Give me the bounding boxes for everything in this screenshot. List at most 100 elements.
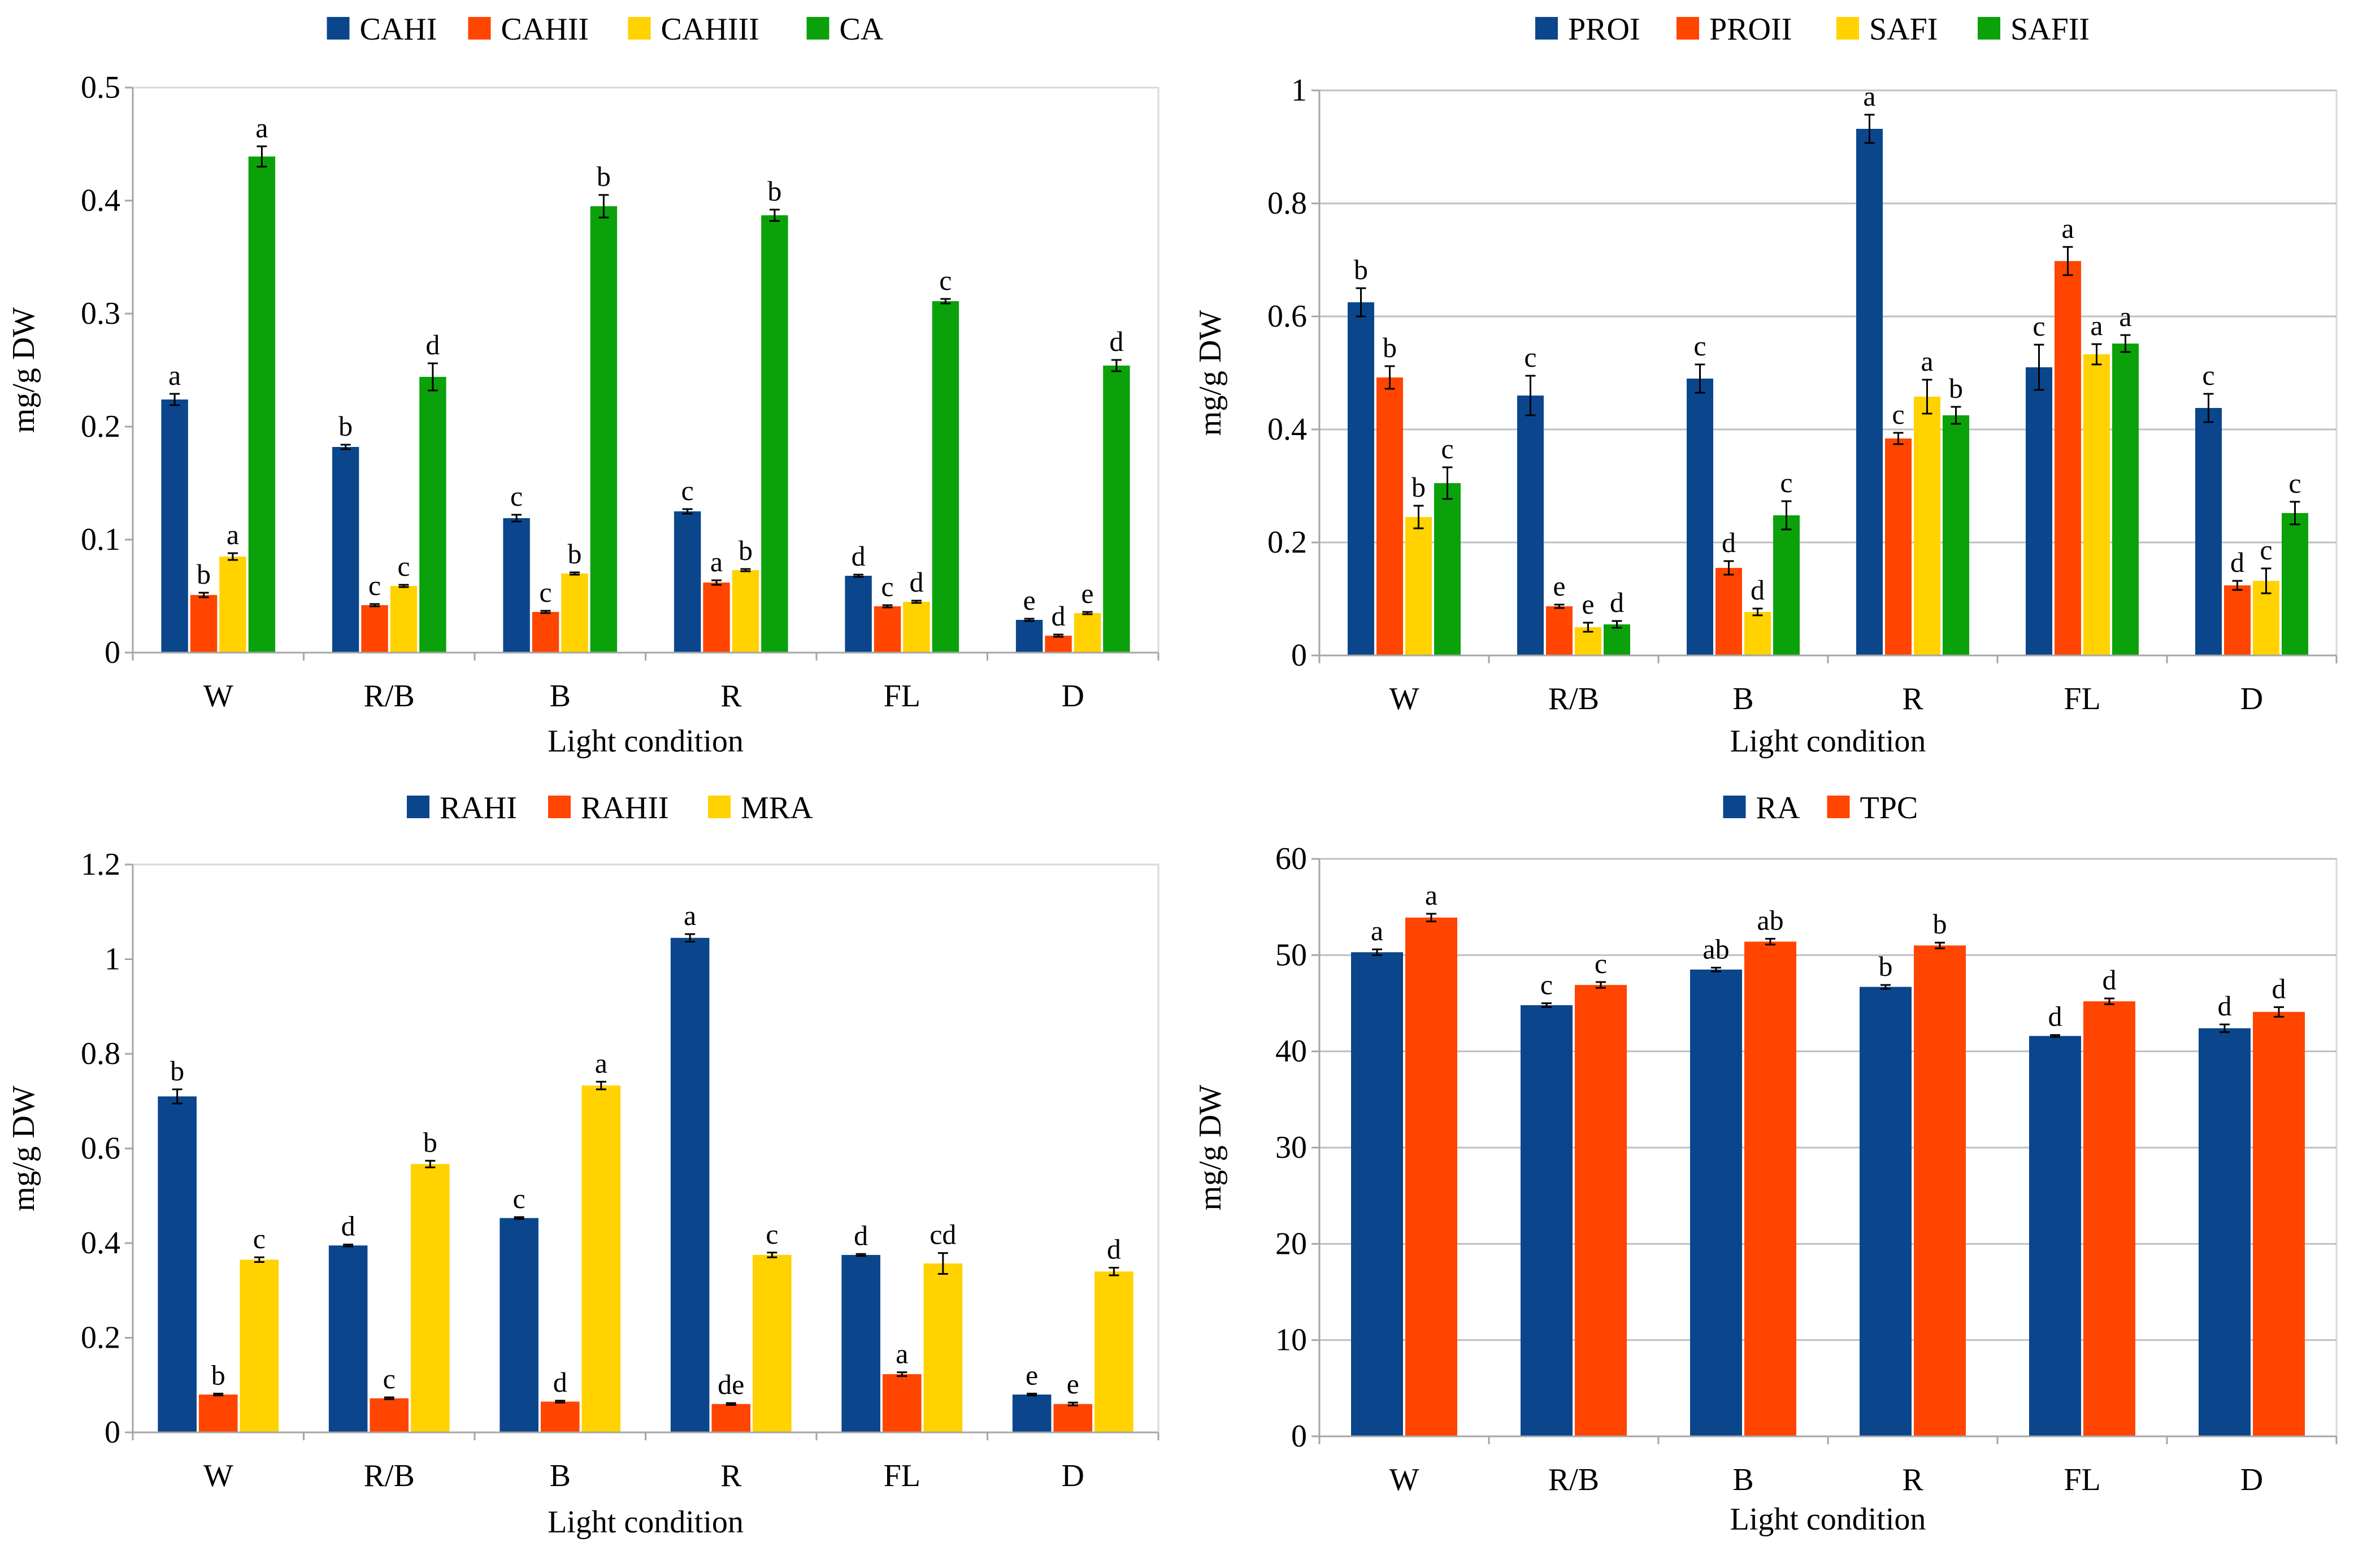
- bar-CAHIII-B: [561, 574, 588, 653]
- bar-PROI-R: [1856, 129, 1883, 655]
- bar-MRA-R: [753, 1254, 792, 1432]
- bar-CAHII-R/B: [361, 605, 388, 653]
- x-axis-label: Light condition: [1730, 1502, 1926, 1537]
- bar-TPC-R/B: [1575, 985, 1627, 1436]
- bar-PROII-FL: [2055, 261, 2081, 655]
- plot-frame: [132, 86, 1159, 654]
- bar-RAHI-FL: [841, 1254, 880, 1432]
- significance-letter: d: [1109, 325, 1123, 357]
- significance-letter: c: [397, 550, 410, 582]
- bar-PROII-W: [1376, 377, 1403, 655]
- significance-letter: b: [1411, 471, 1426, 503]
- significance-letter: d: [425, 329, 440, 360]
- significance-letter: b: [197, 558, 211, 590]
- bar-RA-B: [1690, 969, 1742, 1436]
- x-tick-label: R: [720, 1458, 742, 1493]
- significance-letter: c: [681, 475, 694, 506]
- bar-MRA-R/B: [411, 1164, 450, 1432]
- significance-letter: c: [1540, 969, 1553, 1001]
- significance-letter: cd: [930, 1219, 956, 1250]
- bar-CAHI-FL: [845, 576, 872, 653]
- bar-PROI-B: [1687, 379, 1713, 655]
- y-tick-label: 50: [1275, 937, 1307, 972]
- legend-label-RAHII: RAHII: [581, 790, 669, 826]
- significance-letter: b: [1354, 254, 1368, 285]
- significance-letter: c: [539, 576, 551, 608]
- significance-letter: a: [2119, 301, 2131, 332]
- bar-RAHII-R/B: [370, 1398, 409, 1432]
- significance-letter: b: [567, 538, 581, 570]
- legend-swatch-SAFII: [1978, 17, 2000, 40]
- significance-letter: c: [2202, 359, 2214, 391]
- bar-RAHII-B: [540, 1401, 580, 1432]
- x-tick-label: R: [720, 679, 742, 714]
- legend: RA TPC: [1723, 790, 1918, 826]
- significance-letter: a: [710, 546, 723, 577]
- legend-label-CA: CA: [840, 12, 884, 47]
- y-tick-label: 40: [1275, 1034, 1307, 1069]
- legend: RAHI RAHII MRA: [407, 790, 813, 826]
- bar-CAHI-D: [1015, 620, 1043, 653]
- bar-RAHII-FL: [882, 1374, 922, 1432]
- y-tick-label: 0.8: [1267, 186, 1307, 221]
- legend-label-CAHI: CAHI: [360, 12, 437, 47]
- significance-letter: e: [1582, 588, 1594, 620]
- bar-PROI-R/B: [1517, 396, 1544, 655]
- significance-letter: c: [2260, 534, 2272, 566]
- significance-letter: b: [739, 535, 753, 566]
- bar-TPC-FL: [2083, 1001, 2135, 1436]
- significance-letter: b: [1383, 332, 1397, 363]
- significance-letter: c: [1524, 341, 1536, 373]
- bar-RA-D: [2199, 1028, 2251, 1436]
- y-tick-label: 1.2: [81, 847, 120, 882]
- significance-letter: a: [227, 519, 239, 550]
- y-tick-label: 20: [1275, 1226, 1307, 1261]
- significance-letter: a: [896, 1338, 908, 1370]
- bar-CAHI-B: [503, 518, 530, 653]
- x-tick-label: FL: [2064, 681, 2100, 716]
- y-tick-label: 0.2: [81, 409, 120, 444]
- bar-SAFII-D: [2282, 513, 2308, 655]
- y-tick-label: 0.3: [81, 296, 120, 331]
- bar-TPC-B: [1744, 941, 1796, 1436]
- x-tick-label: D: [1062, 679, 1084, 714]
- bar-RA-R/B: [1521, 1005, 1573, 1436]
- significance-letter: e: [1067, 1368, 1079, 1400]
- y-tick-label: 60: [1275, 841, 1307, 876]
- significance-letter: a: [255, 112, 268, 144]
- bar-SAFII-FL: [2112, 344, 2139, 655]
- significance-letter: c: [253, 1223, 266, 1254]
- bar-CA-D: [1103, 366, 1130, 653]
- significance-letter: d: [909, 566, 923, 598]
- significance-letter: ab: [1757, 904, 1783, 936]
- bar-PROII-D: [2224, 585, 2251, 655]
- legend-label-SAFI: SAFI: [1869, 12, 1938, 47]
- significance-letter: c: [1441, 433, 1453, 464]
- legend-label-RAHI: RAHI: [440, 790, 517, 826]
- significance-letter: b: [1949, 372, 1963, 404]
- significance-letter: d: [2218, 990, 2232, 1022]
- significance-letter: d: [1751, 574, 1765, 606]
- x-tick-label: B: [550, 679, 571, 714]
- significance-letter: c: [2032, 310, 2045, 342]
- bar-RA-R: [1860, 987, 1912, 1436]
- legend-swatch-SAFI: [1836, 17, 1859, 40]
- legend-label-RA: RA: [1756, 790, 1800, 826]
- bar-CAHIII-R/B: [390, 586, 418, 653]
- legend-label-CAHII: CAHII: [501, 12, 589, 47]
- legend: PROI PROII SAFI SAFII: [1535, 12, 2090, 47]
- significance-letter: e: [1081, 577, 1093, 609]
- bar-SAFII-W: [1434, 483, 1461, 655]
- significance-letter: c: [1595, 948, 1607, 979]
- legend-swatch-RAHI: [407, 796, 429, 818]
- significance-letter: b: [597, 160, 611, 192]
- x-axis-label: Light condition: [548, 724, 744, 759]
- significance-letter: b: [1933, 908, 1947, 940]
- y-tick-label: 0.4: [1267, 412, 1307, 447]
- bar-RAHI-W: [158, 1096, 197, 1432]
- bar-SAFI-B: [1744, 612, 1771, 655]
- significance-letter: d: [1052, 600, 1066, 632]
- significance-letter: a: [1425, 879, 1437, 911]
- bar-RAHI-B: [500, 1218, 538, 1432]
